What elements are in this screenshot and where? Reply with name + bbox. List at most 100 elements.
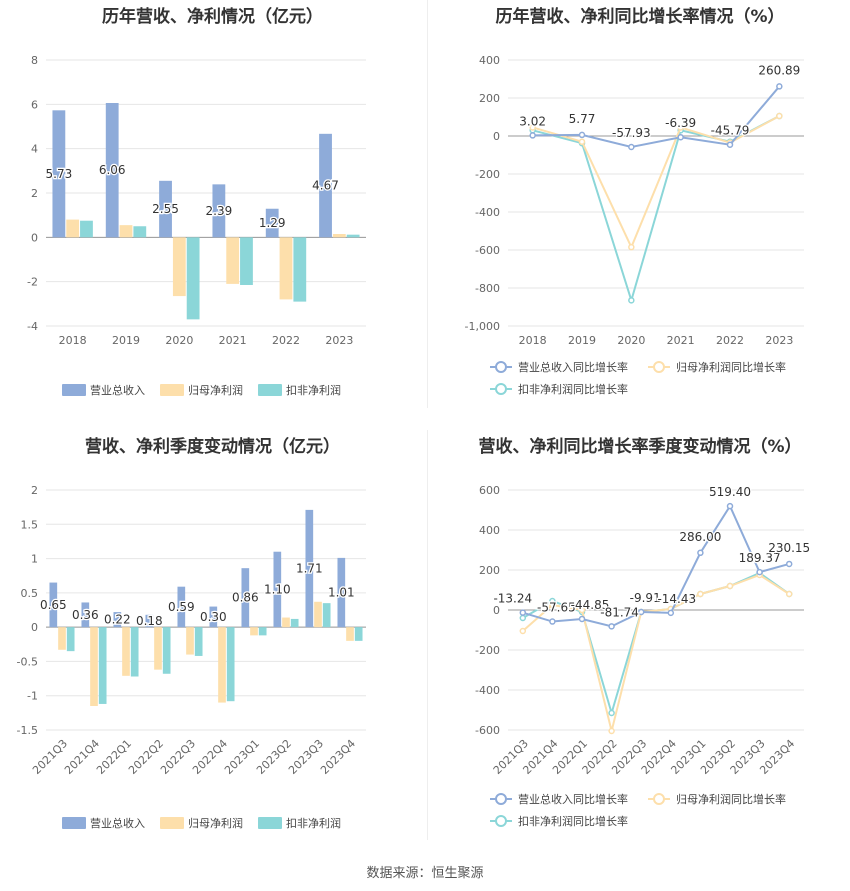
data-point <box>776 112 783 120</box>
y-tick-label: -2 <box>27 276 38 289</box>
panel-quarter-bar: 营收、净利季度变动情况（亿元） 2 1.5 1 0.5 0 -0.5 -1 -1.5 2021Q… <box>0 430 425 850</box>
x-tick-label: 2021 <box>667 334 695 347</box>
data-label: 3.02 <box>519 114 546 128</box>
bar-deducted-profit <box>290 618 299 628</box>
chart-title: 历年营收、净利情况（亿元） <box>102 7 323 27</box>
legend-swatch <box>160 384 184 396</box>
bar-deducted-profit <box>130 627 139 677</box>
bar-revenue <box>209 606 218 628</box>
y-tick-label: 0 <box>31 621 38 634</box>
bar-deducted-profit <box>346 234 360 238</box>
legend-label: 扣非净利润 <box>286 383 341 397</box>
x-tick-label: 2020 <box>165 334 193 347</box>
bar-net-profit <box>172 237 186 297</box>
data-label: -6.39 <box>665 116 696 130</box>
data-point <box>519 614 527 622</box>
bar-revenue <box>113 612 122 628</box>
bar-deducted-profit <box>80 220 93 238</box>
data-label: 230.15 <box>768 541 810 555</box>
bar-net-profit <box>186 627 194 655</box>
series-line-2 <box>532 115 780 304</box>
data-point <box>756 568 763 576</box>
y-tick-label: -200 <box>475 168 500 181</box>
chart-title: 营收、净利季度变动情况（亿元） <box>85 437 340 457</box>
bar-deducted-profit <box>258 627 267 636</box>
y-tick-label: -4 <box>27 320 38 333</box>
bar-deducted-profit <box>240 237 253 285</box>
data-point <box>677 133 684 141</box>
y-tick-label: -1 <box>27 690 38 703</box>
data-label: -57.93 <box>612 126 651 140</box>
data-point <box>608 727 615 735</box>
bar-deducted-profit <box>133 226 147 238</box>
data-label: 189.37 <box>739 551 781 565</box>
data-label: 260.89 <box>758 63 800 77</box>
x-tick-label: 2019 <box>112 334 140 347</box>
legend-marker <box>495 793 507 805</box>
chart-title: 历年营收、净利同比增长率情况（%） <box>495 7 785 27</box>
y-tick-label: 0 <box>493 604 500 617</box>
bar-revenue <box>241 568 250 628</box>
legend-swatch <box>62 384 86 396</box>
data-point <box>785 560 793 568</box>
data-point <box>519 627 527 635</box>
legend-label: 归母净利润 <box>188 816 243 830</box>
data-label: 1.71 <box>296 562 323 576</box>
y-tick-label: -600 <box>475 724 500 737</box>
legend-swatch <box>258 384 282 396</box>
quarterly-growth-rate-chart: 6004002000-200-400-6002021Q32021Q42022Q1… <box>475 484 811 828</box>
legend-swatch <box>160 817 184 829</box>
legend-marker <box>653 361 665 373</box>
y-tick-label: 4 <box>31 143 38 156</box>
bar-revenue <box>305 509 314 628</box>
series-line-1 <box>522 573 790 732</box>
legend-marker <box>495 383 507 395</box>
series-line-0 <box>522 504 790 628</box>
y-tick-label: 2 <box>31 187 38 200</box>
chart-title: 营收、净利同比增长率季度变动情况（%） <box>478 437 802 457</box>
data-point <box>697 590 704 598</box>
data-label: 1.29 <box>259 216 286 230</box>
data-label: 519.40 <box>709 485 751 499</box>
bar-deducted-profit <box>66 627 75 652</box>
data-point <box>628 243 635 251</box>
data-point <box>549 618 556 625</box>
legend-label: 营业总收入同比增长率 <box>518 792 628 806</box>
data-point <box>578 615 586 623</box>
x-tick-label: 2023Q4 <box>318 737 358 777</box>
bar-revenue <box>159 180 172 238</box>
data-label: 0.30 <box>200 610 227 624</box>
legend-label: 扣非净利润同比增长率 <box>518 814 628 828</box>
data-label: 0.36 <box>72 608 99 622</box>
x-tick-label: 2023 <box>325 334 353 347</box>
bar-net-profit <box>154 627 162 670</box>
x-tick-label: 2019 <box>568 334 596 347</box>
bar-deducted-profit <box>186 237 200 320</box>
data-point <box>667 609 675 617</box>
bar-deducted-profit <box>162 627 171 674</box>
y-tick-label: -1,000 <box>465 320 500 333</box>
data-label: 4.67 <box>312 179 339 193</box>
panel-annual-bar: 历年营收、净利情况（亿元） 8 6 4 2 0 -2 -4 2018 2019 2020 2021 2… <box>0 0 425 410</box>
legend-label: 营业总收入同比增长率 <box>518 360 628 374</box>
bar-net-profit <box>122 627 130 676</box>
data-label: -14.43 <box>657 592 696 606</box>
data-point <box>519 609 527 616</box>
data-point <box>608 709 615 717</box>
bar-revenue <box>145 614 154 628</box>
data-label: 5.73 <box>46 167 73 181</box>
data-point <box>529 132 536 139</box>
data-point <box>785 590 793 598</box>
y-tick-label: 1 <box>31 553 38 566</box>
y-tick-label: -400 <box>475 684 500 697</box>
y-tick-label: 0.5 <box>21 587 39 600</box>
legend-label: 归母净利润 <box>188 383 243 397</box>
data-point <box>578 138 586 145</box>
legend-marker <box>495 361 507 373</box>
bar-net-profit <box>279 237 293 300</box>
legend-label: 营业总收入 <box>90 383 145 397</box>
data-label: -13.24 <box>493 592 532 606</box>
y-tick-label: -0.5 <box>17 655 38 668</box>
bar-net-profit <box>90 627 98 706</box>
bar-deducted-profit <box>354 627 363 641</box>
